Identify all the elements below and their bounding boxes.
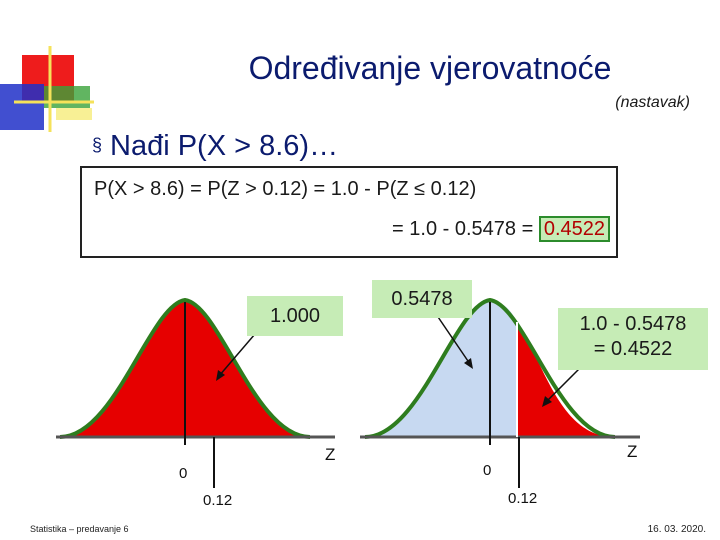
left-callout-arrowhead [216, 370, 225, 381]
bullet-text: Nađi P(X > 8.6)… [110, 130, 339, 162]
right-mid-callout-arrowhead [464, 358, 473, 369]
right-mean-label: 0 [483, 462, 491, 479]
right-callout-line-1: 1.0 - 0.5478 [579, 313, 687, 335]
formula-line-1: P(X > 8.6) = P(Z > 0.12) = 1.0 - P(Z ≤ 0… [94, 178, 477, 200]
right-area-callout-mid: 0.5478 [372, 280, 472, 318]
right-curve-area-red [517, 322, 615, 437]
left-marker-label: 0.12 [203, 492, 232, 509]
right-area-callout: 1.0 - 0.5478 = 0.4522 [558, 308, 708, 370]
right-callout-line-2: = 0.4522 [593, 338, 673, 360]
bullet-item: § Nađi P(X > 8.6)… [92, 130, 338, 163]
left-curve-outline [59, 297, 311, 439]
right-curve-area-blue [365, 300, 517, 437]
left-mean-label: 0 [179, 465, 187, 482]
slide-title: Određivanje vjerovatnoće [248, 50, 612, 86]
left-axis-label: Z [325, 445, 335, 464]
formula-result: 0.4522 [538, 216, 610, 242]
right-marker-label: 0.12 [508, 490, 537, 507]
right-callout-arrow [545, 367, 581, 403]
left-area-callout: 1.000 [247, 296, 343, 336]
corner-decoration [0, 46, 94, 132]
right-callout-arrowhead [542, 396, 552, 407]
footer-date: 16. 03. 2020. [647, 524, 706, 535]
right-curve-outline [364, 297, 616, 439]
formula-line-2-prefix: = 1.0 - 0.5478 = [392, 218, 534, 240]
right-mid-callout-arrow [435, 313, 471, 365]
footer-left: Statistika – predavanje 6 [30, 524, 129, 534]
bullet-marker: § [92, 135, 103, 155]
formula-box: P(X > 8.6) = P(Z > 0.12) = 1.0 - P(Z ≤ 0… [80, 166, 618, 258]
right-axis-label: Z [627, 442, 637, 461]
slide-subtitle: (nastavak) [615, 94, 690, 111]
formula-line-2: = 1.0 - 0.5478 = 0.4522 [392, 216, 610, 242]
left-callout-arrow [218, 333, 256, 377]
